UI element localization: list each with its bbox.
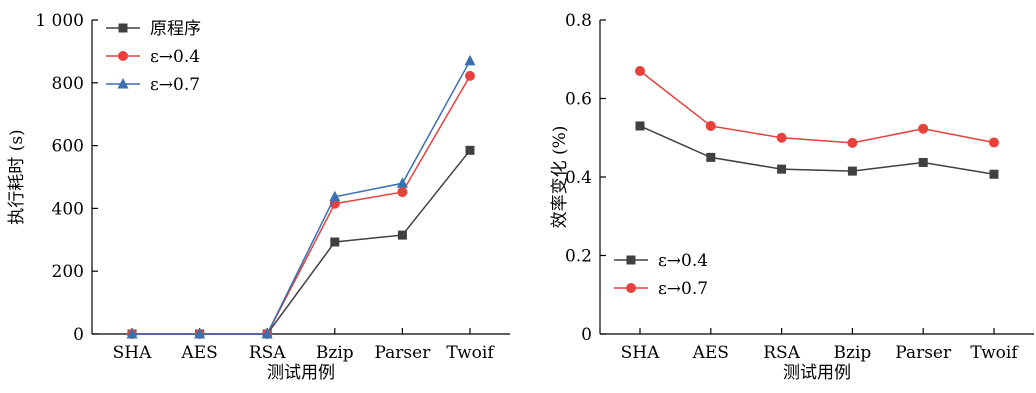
x-tick-label: Twoif — [446, 343, 495, 363]
y-tick-label: 400 — [52, 199, 84, 219]
series-line — [132, 75, 471, 335]
data-point — [635, 66, 645, 77]
data-point — [465, 145, 475, 155]
y-tick-label: 800 — [52, 74, 84, 94]
legend-item: 原程序 — [106, 19, 201, 39]
data-point — [329, 190, 341, 202]
legend-label: ε→0.7 — [658, 279, 708, 299]
legend-swatch-marker — [118, 51, 128, 61]
data-point — [989, 169, 999, 179]
y-axis-label: 执行耗时 (s) — [7, 129, 27, 224]
x-axis-label: 测试用例 — [267, 363, 335, 383]
series-line — [639, 70, 995, 144]
y-tick-label: 0.2 — [565, 247, 592, 267]
data-point — [635, 121, 645, 131]
y-axis-label: 效率变化 (%) — [550, 126, 570, 229]
x-tick-label: SHA — [621, 343, 660, 363]
y-tick-label: 600 — [52, 137, 84, 157]
series-line — [132, 60, 471, 335]
series-1 — [127, 145, 475, 339]
x-tick-label: AES — [180, 343, 217, 363]
series-2 — [127, 70, 475, 339]
data-point — [464, 54, 476, 66]
legend-item: ε→0.4 — [106, 47, 200, 67]
x-tick-label: Parser — [895, 343, 952, 363]
x-tick-label: Bzip — [834, 343, 872, 363]
legend: ε→0.4 ε→0.7 — [614, 251, 708, 299]
data-point — [330, 237, 340, 247]
y-tick-label: 0 — [581, 325, 592, 345]
x-tick-label: Bzip — [316, 343, 354, 363]
legend-swatch-marker — [626, 283, 636, 293]
x-tick-label: Twoif — [970, 343, 1019, 363]
data-point — [397, 230, 407, 240]
series-line — [639, 125, 995, 175]
legend-label: ε→0.7 — [150, 75, 200, 95]
series-1 — [635, 121, 999, 179]
x-tick-label: SHA — [113, 343, 152, 363]
x-tick-label: RSA — [763, 343, 800, 363]
legend-item: ε→0.4 — [614, 251, 708, 271]
data-point — [706, 152, 716, 162]
y-tick-label: 200 — [52, 262, 84, 282]
series-3 — [126, 54, 476, 339]
legend-item: ε→0.7 — [106, 75, 200, 95]
x-tick-label: AES — [692, 343, 729, 363]
y-tick-label: 0.6 — [565, 90, 592, 110]
chart-execution-time: 0 200 400 600 800 1 000 SHA AES RSA Bzip Parser Two… — [7, 11, 510, 383]
legend-label: ε→0.4 — [150, 47, 200, 67]
data-point — [989, 137, 999, 148]
data-point — [126, 328, 138, 339]
x-tick-label: Parser — [374, 343, 431, 363]
x-tick-label: RSA — [249, 343, 286, 363]
data-point — [194, 328, 206, 339]
chart-efficiency-change: 0 0.2 0.4 0.6 0.8 SHA AES RSA Bzip Parser Twoif 测试用… — [550, 11, 1034, 383]
data-point — [847, 166, 857, 176]
data-point — [397, 187, 408, 198]
series-2 — [635, 66, 999, 148]
data-point — [777, 164, 787, 174]
y-tick-label: 1 000 — [35, 11, 84, 31]
data-point — [705, 120, 716, 131]
data-point — [776, 132, 787, 143]
data-point — [396, 177, 408, 188]
data-point — [918, 157, 928, 167]
data-point — [261, 328, 273, 339]
x-axis-label: 测试用例 — [783, 363, 851, 383]
legend-swatch-marker — [626, 255, 636, 265]
legend-label: ε→0.4 — [658, 251, 708, 271]
legend-item: ε→0.7 — [614, 279, 708, 299]
y-tick-label: 0 — [73, 325, 84, 345]
data-point — [918, 123, 929, 134]
data-point — [847, 137, 858, 148]
legend-swatch-marker — [118, 23, 128, 33]
y-tick-label: 0.4 — [565, 168, 592, 188]
data-point — [465, 70, 475, 81]
series-line — [132, 149, 471, 335]
legend: 原程序 ε→0.4 ε→0.7 — [106, 19, 201, 95]
legend-label: 原程序 — [150, 19, 201, 39]
legend-swatch-marker — [117, 78, 129, 89]
y-tick-label: 0.8 — [565, 11, 592, 31]
